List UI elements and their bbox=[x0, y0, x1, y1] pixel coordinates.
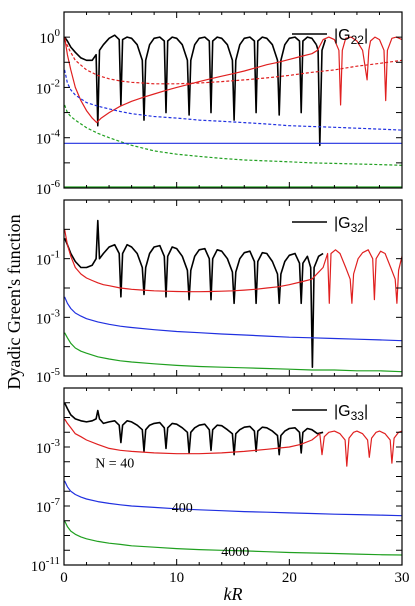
y-tick-label: 10-1 bbox=[36, 249, 60, 269]
legend-label-end: | bbox=[364, 27, 368, 44]
series-line-1 bbox=[315, 39, 327, 147]
series-line-3 bbox=[64, 520, 402, 556]
y-tick-base: 10 bbox=[31, 559, 46, 575]
y-tick-exponent: -1 bbox=[51, 249, 60, 261]
legend-label: |G33| bbox=[334, 403, 368, 423]
legend-label-subscript: 33 bbox=[351, 409, 365, 423]
series-group bbox=[64, 402, 402, 556]
series-group bbox=[64, 219, 402, 373]
series-line-3 bbox=[64, 39, 402, 85]
legend-label-end: | bbox=[364, 403, 368, 420]
y-tick-label: 10-2 bbox=[36, 77, 60, 97]
y-tick-label: 10-3 bbox=[36, 307, 61, 327]
legend-label: |G22| bbox=[334, 27, 368, 47]
y-tick-label: 10-11 bbox=[31, 555, 60, 575]
series-line-0 bbox=[64, 34, 318, 127]
series-line-0 bbox=[64, 219, 324, 368]
y-tick-exponent: -6 bbox=[51, 178, 61, 190]
y-tick-label: 10-3 bbox=[36, 437, 61, 457]
x-tick-label: 20 bbox=[282, 570, 297, 586]
series-line-5 bbox=[64, 104, 402, 166]
y-tick-base: 10 bbox=[36, 182, 51, 198]
y-tick-exponent: -4 bbox=[51, 128, 61, 140]
y-tick-base: 10 bbox=[36, 253, 51, 269]
series-line-2 bbox=[64, 36, 402, 124]
series-line-2 bbox=[64, 296, 402, 342]
legend-label-main: |G bbox=[334, 27, 351, 44]
y-tick-exponent: -7 bbox=[51, 496, 61, 508]
legend-label-subscript: 22 bbox=[351, 33, 365, 47]
y-tick-base: 10 bbox=[36, 370, 51, 386]
series-line-1 bbox=[64, 418, 402, 467]
series-annotation: N = 40 bbox=[95, 457, 134, 472]
y-tick-exponent: 0 bbox=[55, 27, 61, 39]
y-axis-label: Dyadic Green's function bbox=[4, 214, 24, 389]
series-line-4 bbox=[64, 69, 402, 131]
y-tick-base: 10 bbox=[36, 81, 51, 97]
y-tick-base: 10 bbox=[36, 132, 51, 148]
x-tick-label: 30 bbox=[395, 570, 410, 586]
legend-label-end: | bbox=[364, 215, 368, 232]
panel-middle: 10-110-310-5|G32| bbox=[36, 199, 403, 386]
legend-label: |G32| bbox=[334, 215, 368, 235]
x-axis-label: kR bbox=[224, 584, 243, 604]
y-tick-exponent: -2 bbox=[51, 77, 60, 89]
y-tick-base: 10 bbox=[36, 311, 51, 327]
plot-frame bbox=[63, 11, 403, 189]
y-tick-base: 10 bbox=[36, 441, 51, 457]
series-annotation: 400 bbox=[172, 501, 193, 516]
y-tick-label: 10-5 bbox=[36, 366, 61, 386]
legend-label-main: |G bbox=[334, 403, 351, 420]
y-tick-base: 10 bbox=[36, 500, 51, 516]
series-group bbox=[64, 34, 402, 188]
legend-label-subscript: 32 bbox=[351, 221, 365, 235]
series-line-2 bbox=[64, 480, 402, 517]
series-line-0 bbox=[64, 402, 324, 456]
series-annotation: 4000 bbox=[221, 545, 249, 560]
y-tick-label: 10-6 bbox=[36, 178, 61, 198]
y-tick-label: 100 bbox=[40, 27, 61, 47]
series-line-3 bbox=[64, 332, 402, 373]
x-tick-label: 0 bbox=[60, 570, 68, 586]
series-line-1 bbox=[64, 229, 402, 304]
legend-label-main: |G bbox=[334, 215, 351, 232]
x-tick-label: 10 bbox=[169, 570, 184, 586]
y-tick-exponent: -3 bbox=[51, 307, 61, 319]
y-tick-label: 10-7 bbox=[36, 496, 61, 516]
y-tick-exponent: -11 bbox=[46, 555, 60, 567]
y-tick-base: 10 bbox=[40, 31, 55, 47]
y-tick-label: 10-4 bbox=[36, 128, 61, 148]
y-tick-exponent: -3 bbox=[51, 437, 61, 449]
y-tick-exponent: -5 bbox=[51, 366, 61, 378]
